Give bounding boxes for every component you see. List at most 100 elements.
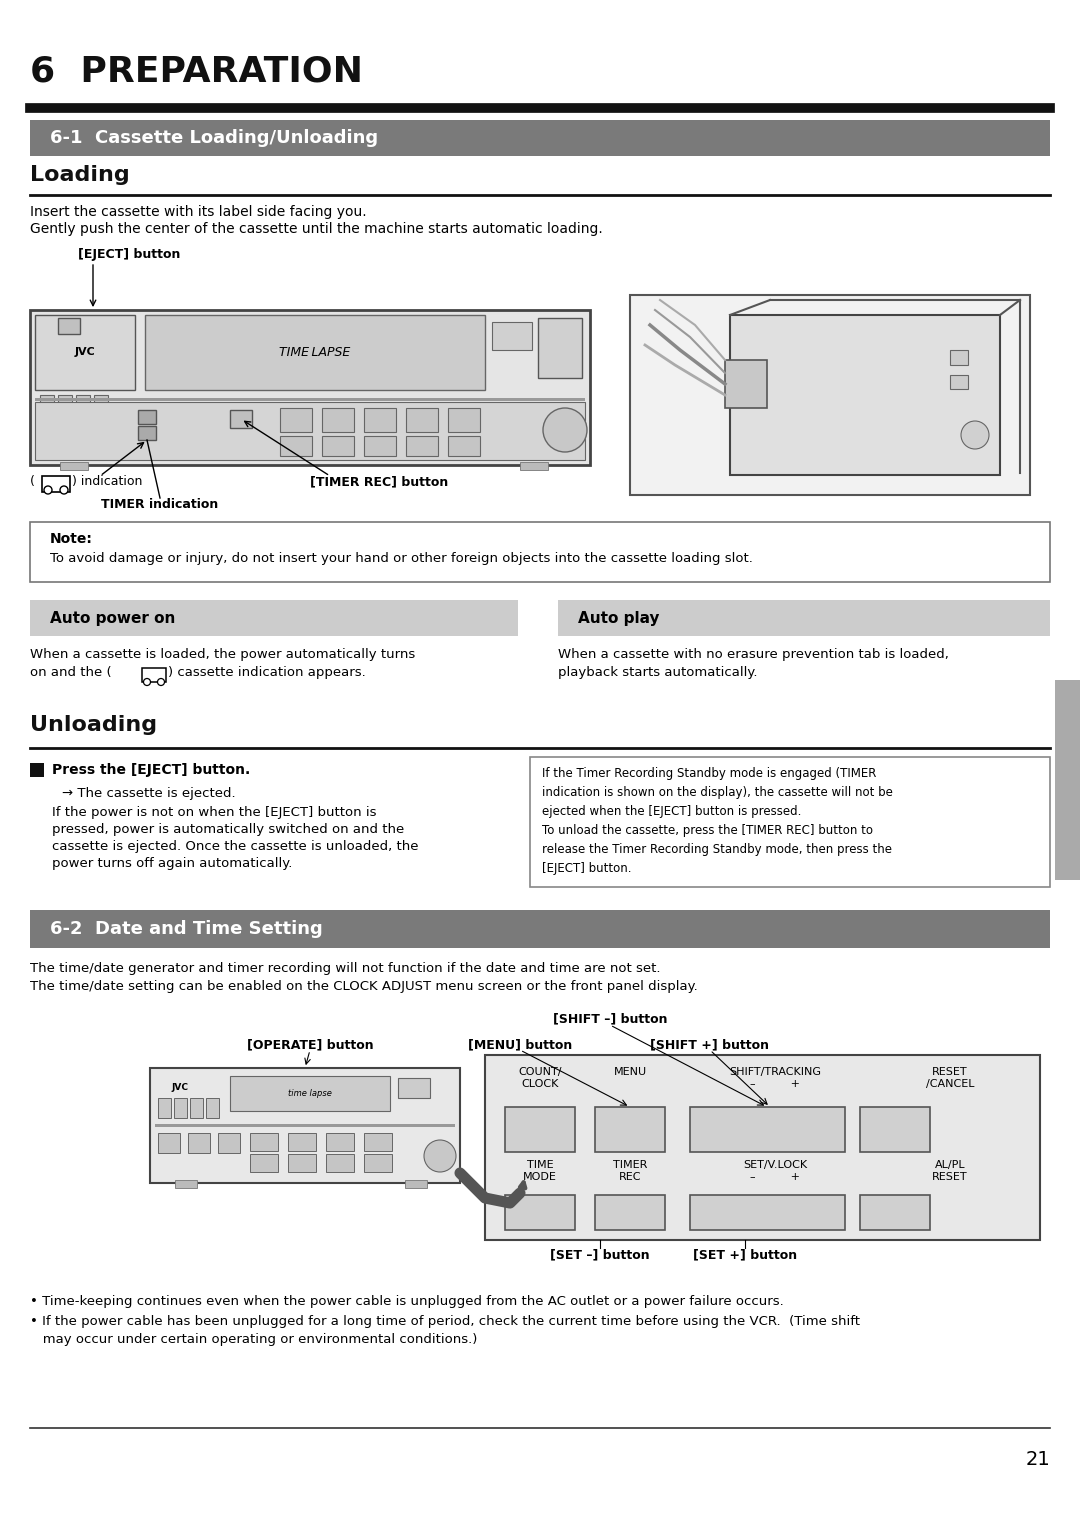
Bar (690, 1195, 845, 1230)
Bar (280, 435, 312, 455)
Text: 21: 21 (1025, 1450, 1050, 1468)
Text: • If the power cable has been unplugged for a long time of period, check the cur: • If the power cable has been unplugged … (30, 1316, 860, 1328)
Bar (30, 762, 44, 778)
Text: Insert the cassette with its label side facing you.: Insert the cassette with its label side … (30, 205, 366, 219)
Text: Note:: Note: (50, 532, 93, 545)
Text: TIMER
REC: TIMER REC (612, 1160, 647, 1181)
Bar (448, 435, 480, 455)
Bar (76, 396, 90, 423)
Text: To unload the cassette, press the [TIMER REC] button to: To unload the cassette, press the [TIMER… (542, 824, 873, 837)
Bar (405, 1180, 427, 1187)
Text: Press the [EJECT] button.: Press the [EJECT] button. (52, 762, 251, 778)
Circle shape (44, 486, 52, 494)
Bar (538, 318, 582, 377)
Text: When a cassette with no erasure prevention tab is loaded,: When a cassette with no erasure preventi… (558, 648, 949, 662)
Bar (326, 1154, 354, 1172)
Bar (485, 1054, 1040, 1241)
Text: The time/date setting can be enabled on the CLOCK ADJUST menu screen or the fron: The time/date setting can be enabled on … (30, 979, 698, 993)
Bar (138, 426, 156, 440)
Bar (406, 435, 438, 455)
Bar (364, 1132, 392, 1151)
Text: [SET –] button: [SET –] button (550, 1248, 650, 1261)
Bar (60, 461, 87, 471)
Bar (950, 374, 968, 390)
Bar (35, 315, 135, 390)
Text: TIME
MODE: TIME MODE (523, 1160, 557, 1181)
Bar (860, 1106, 930, 1152)
Text: 6  PREPARATION: 6 PREPARATION (30, 55, 363, 89)
Text: [OPERATE] button: [OPERATE] button (246, 1038, 374, 1051)
Text: Gently push the center of the cassette until the machine starts automatic loadin: Gently push the center of the cassette u… (30, 222, 603, 235)
Bar (558, 601, 1050, 636)
Bar (58, 318, 80, 335)
Bar (138, 410, 156, 423)
Bar (188, 1132, 210, 1154)
Text: release the Timer Recording Standby mode, then press the: release the Timer Recording Standby mode… (542, 843, 892, 856)
Bar (150, 1068, 460, 1183)
Bar (94, 396, 108, 423)
Text: Loading: Loading (30, 165, 130, 185)
Text: If the Timer Recording Standby mode is engaged (TIMER: If the Timer Recording Standby mode is e… (542, 767, 876, 779)
Bar (690, 1106, 845, 1152)
Text: MENU: MENU (613, 1067, 647, 1077)
Bar (288, 1154, 316, 1172)
Bar (42, 477, 70, 492)
Text: Auto play: Auto play (578, 611, 660, 625)
Bar (364, 408, 396, 432)
Bar (448, 408, 480, 432)
Bar (30, 523, 1050, 582)
Bar (190, 1099, 203, 1118)
Text: SHIFT/TRACKING
–          +: SHIFT/TRACKING – + (729, 1067, 821, 1088)
Bar (30, 911, 1050, 947)
Text: may occur under certain operating or environmental conditions.): may occur under certain operating or env… (30, 1332, 477, 1346)
Text: JVC: JVC (75, 347, 95, 358)
Text: → The cassette is ejected.: → The cassette is ejected. (62, 787, 235, 801)
Bar (1055, 680, 1080, 880)
Text: (: ( (30, 475, 35, 487)
Text: Auto power on: Auto power on (50, 611, 175, 625)
Bar (505, 1106, 575, 1152)
Bar (58, 396, 72, 423)
Text: • Time-keeping continues even when the power cable is unplugged from the AC outl: • Time-keeping continues even when the p… (30, 1296, 784, 1308)
Text: 6-1  Cassette Loading/Unloading: 6-1 Cassette Loading/Unloading (50, 128, 378, 147)
Text: 6-2  Date and Time Setting: 6-2 Date and Time Setting (50, 920, 323, 938)
Bar (175, 1180, 197, 1187)
Bar (595, 1106, 665, 1152)
Text: playback starts automatically.: playback starts automatically. (558, 666, 757, 678)
Bar (280, 408, 312, 432)
Bar (492, 322, 532, 350)
Bar (505, 1195, 575, 1230)
Bar (156, 1125, 455, 1128)
Text: AL/PL
RESET: AL/PL RESET (932, 1160, 968, 1181)
Bar (158, 1099, 171, 1118)
Bar (174, 1099, 187, 1118)
Text: [MENU] button: [MENU] button (468, 1038, 572, 1051)
Text: ) indication: ) indication (72, 475, 143, 487)
Text: pressed, power is automatically switched on and the: pressed, power is automatically switched… (52, 824, 404, 836)
Text: cassette is ejected. Once the cassette is unloaded, the: cassette is ejected. Once the cassette i… (52, 840, 419, 853)
Bar (364, 1154, 392, 1172)
Bar (364, 435, 396, 455)
Circle shape (60, 486, 68, 494)
Bar (30, 601, 518, 636)
Bar (288, 1132, 316, 1151)
Bar (725, 361, 767, 408)
Bar (249, 1154, 278, 1172)
Circle shape (424, 1140, 456, 1172)
Bar (630, 295, 1030, 495)
Circle shape (158, 678, 164, 686)
Text: TIMER indication: TIMER indication (102, 498, 218, 510)
Text: SET/V.LOCK
–          +: SET/V.LOCK – + (743, 1160, 807, 1181)
Bar (141, 668, 166, 681)
Bar (30, 121, 1050, 156)
Bar (950, 350, 968, 365)
Text: COUNT/
CLOCK: COUNT/ CLOCK (518, 1067, 562, 1088)
Bar (35, 397, 585, 400)
Bar (326, 1132, 354, 1151)
Bar (399, 1077, 430, 1099)
Bar (145, 315, 485, 390)
Bar (322, 408, 354, 432)
Text: Unloading: Unloading (30, 715, 157, 735)
Bar (595, 1195, 665, 1230)
Bar (230, 1076, 390, 1111)
